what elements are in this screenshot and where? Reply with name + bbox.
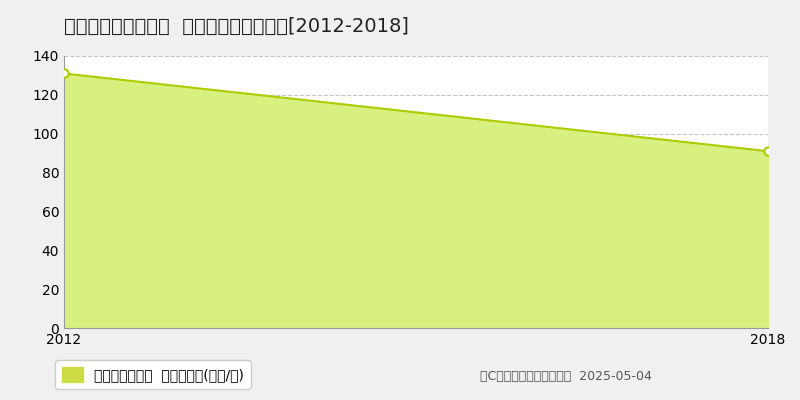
Text: （C）土地価格ドットコム  2025-05-04: （C）土地価格ドットコム 2025-05-04 bbox=[480, 370, 652, 382]
Legend: マンション価格  平均坪単価(万円/坪): マンション価格 平均坪単価(万円/坪) bbox=[55, 360, 250, 389]
Text: 西宮市仁川百合野町  マンション価格推移[2012-2018]: 西宮市仁川百合野町 マンション価格推移[2012-2018] bbox=[64, 17, 409, 36]
